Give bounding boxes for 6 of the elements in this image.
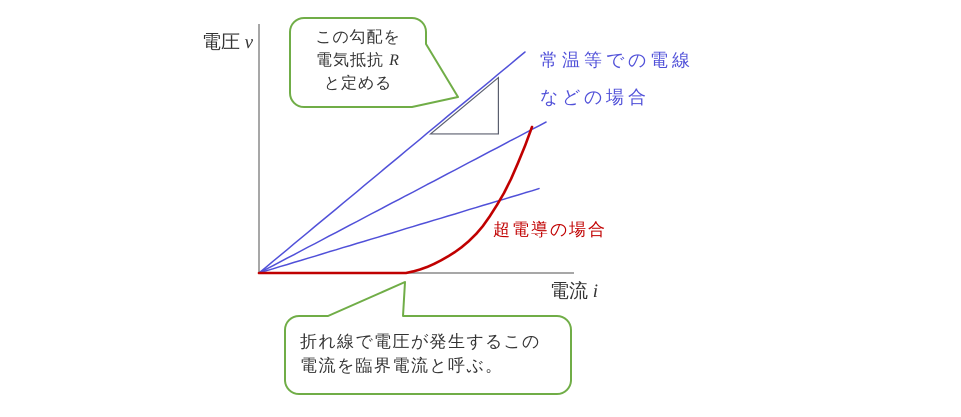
annotation: この勾配を電気抵抗 R と定める: [314, 28, 402, 94]
x-axis-title: 電流 i: [548, 281, 600, 303]
series-label: 常温等での電線などの場合: [540, 48, 695, 110]
y-axis-title: 電圧 v: [202, 31, 253, 55]
series-label: 超電導の場合: [493, 220, 608, 240]
text: 折れ線で電圧が発生するこの電流を臨界電流と呼ぶ。: [300, 331, 542, 377]
